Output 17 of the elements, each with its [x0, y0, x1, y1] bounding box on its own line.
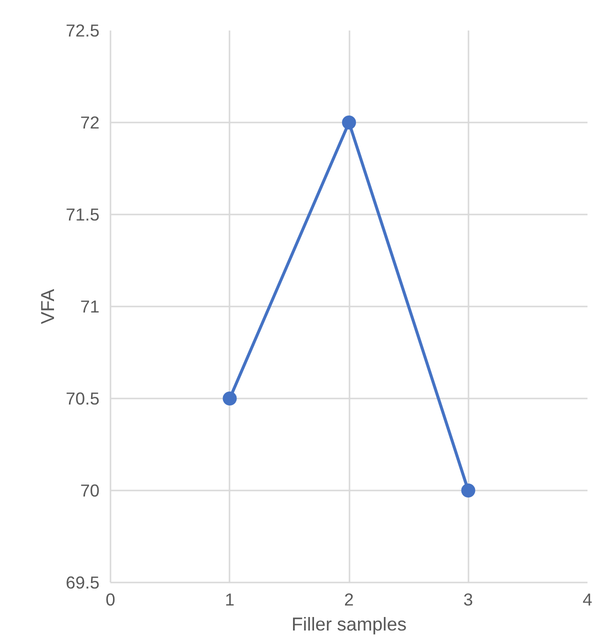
- y-tick-label: 69.5: [66, 572, 100, 592]
- point: [222, 392, 237, 406]
- y-tick-label: 70.5: [66, 388, 100, 408]
- y-tick-label: 72: [80, 112, 100, 132]
- x-tick-label: 3: [463, 590, 474, 610]
- x-tick-label: 1: [224, 590, 235, 610]
- x-axis-title: Filler samples: [291, 614, 407, 634]
- point: [342, 116, 356, 130]
- x-tick-label: 2: [344, 590, 354, 610]
- y-tick-label: 71.5: [66, 204, 100, 224]
- point: [461, 484, 476, 498]
- x-tick-label: 4: [582, 590, 593, 610]
- y-tick-label: 71: [80, 296, 100, 316]
- y-axis-title: VFA: [36, 288, 58, 324]
- x-tick-label: 0: [106, 590, 116, 610]
- y-tick-label: 70: [80, 480, 100, 500]
- y-tick-label: 72.5: [66, 20, 100, 40]
